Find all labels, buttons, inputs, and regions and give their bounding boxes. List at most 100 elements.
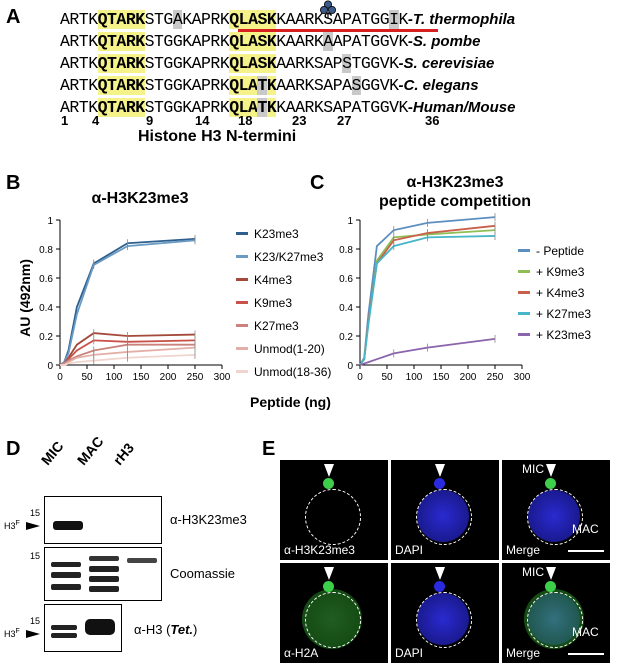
panel-letter-c: C (310, 172, 325, 194)
legend-swatch (236, 255, 248, 258)
x-tick-label: 250 (187, 372, 204, 383)
organism-label: -S. cerevisiae (398, 55, 495, 72)
x-tick-label: 100 (106, 372, 123, 383)
blot-label-2: Coomassie (170, 566, 236, 581)
legend-label: K27me3 (254, 318, 299, 333)
pos-4: 4 (92, 113, 100, 128)
micrograph-label: DAPI (395, 646, 424, 660)
mw-15-c: 15 (30, 616, 41, 626)
legend-label: + K4me3 (536, 285, 585, 300)
micrograph-label: Merge (506, 646, 541, 660)
legend-b: K23me3 K23/K27me3 K4me3 K9me3 K27me3 Unmod(1-… (236, 222, 331, 383)
organism-label: -Human/Mouse (407, 99, 516, 116)
pos-14: 14 (195, 113, 210, 128)
y-tick-label: 0.6 (339, 274, 353, 285)
lane-mac: MAC (73, 433, 107, 468)
band (51, 562, 81, 567)
mic-label: MIC (522, 565, 544, 579)
sequence-row: ARTKQTARKSTGGKAPRKQLASKAARKSAPSTGGVK-S. … (60, 54, 494, 73)
mic-label: MIC (522, 462, 544, 476)
y-tick-label: 0 (47, 361, 53, 372)
legend-item: + K4me3 (518, 282, 591, 303)
legend-item: K23me3 (236, 222, 331, 245)
club-icon (320, 0, 336, 23)
legend-label: Unmod(18-36) (254, 364, 332, 379)
legend-item: K9me3 (236, 291, 331, 314)
x-tick-label: 250 (487, 372, 504, 383)
tet-close: ) (193, 622, 198, 637)
sequence-row: ARTKQTARKSTGGKAPRKQLATKKAARKSAPATGGVK-Hu… (60, 98, 515, 117)
micrograph: α-H3K23me3 (280, 460, 388, 560)
legend-swatch (236, 232, 248, 235)
legend-swatch (236, 278, 248, 281)
legend-item: Unmod(1-20) (236, 337, 331, 360)
h3f-sup: F (15, 628, 20, 635)
y-tick-label: 0.4 (339, 303, 353, 314)
band (89, 586, 119, 592)
band (51, 572, 81, 578)
legend-swatch (518, 291, 530, 294)
panel-c-title-1: α-H3K23me3 (406, 174, 504, 191)
legend-label: + K23me3 (536, 327, 592, 342)
mw-15-a: 15 (30, 508, 41, 518)
sequence-row: ARTKQTARKSTGAKAPRKQLASKKAARKSAPATGGIK-T.… (60, 10, 515, 29)
legend-item: K23/K27me3 (236, 245, 331, 268)
legend-item: K4me3 (236, 268, 331, 291)
blot-label-1: α-H3K23me3 (170, 512, 247, 527)
sequence-text: ARTKQTARKSTGGKAPRKQLASKAARKSAPSTGGVK (60, 54, 399, 73)
micrograph-label: α-H3K23me3 (284, 543, 355, 557)
organism-label: -C. elegans (398, 77, 479, 94)
sequence-text: ARTKQTARKSTGAKAPRKQLASKKAARKSAPATGGIK (60, 10, 408, 29)
x-tick-label: 50 (81, 372, 93, 383)
panel-a-caption: Histone H3 N-termini (138, 128, 297, 145)
organism-label: -S. pombe (407, 33, 481, 50)
legend-item: - Peptide (518, 240, 591, 261)
y-tick-label: 0.2 (39, 332, 53, 343)
lane-rh3: rH3 (109, 439, 138, 468)
band (85, 619, 115, 635)
blot-label-3-text: α-H3 ( (134, 622, 171, 637)
micrograph: DAPI (391, 563, 499, 663)
x-tick-label: 100 (406, 372, 423, 383)
micrograph-label: Merge (506, 543, 541, 557)
sequence-text: ARTKQTARKSTGGKAPRKQLATKAARKSAPASGGVK (60, 76, 399, 95)
panel-b-title: α-H3K23me3 (91, 190, 189, 207)
panel-c-title-2: peptide competition (379, 193, 531, 210)
y-tick-label: 0.2 (339, 332, 353, 343)
blot-3 (44, 604, 122, 652)
h3f-sup: F (15, 520, 20, 527)
sequence-text: ARTKQTARKSTGGKAPRKQLASKKAARKAAPATGGVK (60, 32, 408, 51)
x-tick-label: 50 (381, 372, 393, 383)
arrow-a (26, 522, 40, 530)
band (127, 558, 157, 563)
h3f-text: H3 (4, 629, 16, 639)
panel-letter-d: D (6, 438, 21, 460)
arrow-c (26, 630, 40, 638)
y-tick-label: 1 (47, 216, 53, 227)
legend-label: Unmod(1-20) (254, 341, 325, 356)
x-tick-label: 150 (433, 372, 450, 383)
h3f-label-a: H3F (4, 520, 20, 531)
band (51, 584, 81, 590)
x-tick-label: 300 (214, 372, 231, 383)
legend-label: - Peptide (536, 243, 585, 258)
pos-9: 9 (146, 113, 154, 128)
legend-swatch (236, 324, 248, 327)
pos-1: 1 (61, 113, 69, 128)
legend-swatch (236, 301, 248, 304)
sequence-row: ARTKQTARKSTGGKAPRKQLASKKAARKAAPATGGVK-S.… (60, 32, 480, 51)
scale-bar (568, 653, 604, 655)
legend-swatch (518, 312, 530, 315)
micrograph: α-H2A (280, 563, 388, 663)
legend-item: K27me3 (236, 314, 331, 337)
band (51, 633, 77, 638)
band (51, 625, 77, 630)
y-tick-label: 0.4 (39, 303, 53, 314)
mac-label: MAC (572, 625, 599, 639)
micrograph: DAPI (391, 460, 499, 560)
y-tick-label: 1 (347, 216, 353, 227)
legend-swatch (518, 249, 530, 252)
legend-swatch (236, 370, 248, 373)
x-tick-label: 200 (460, 372, 477, 383)
legend-label: K23me3 (254, 226, 299, 241)
